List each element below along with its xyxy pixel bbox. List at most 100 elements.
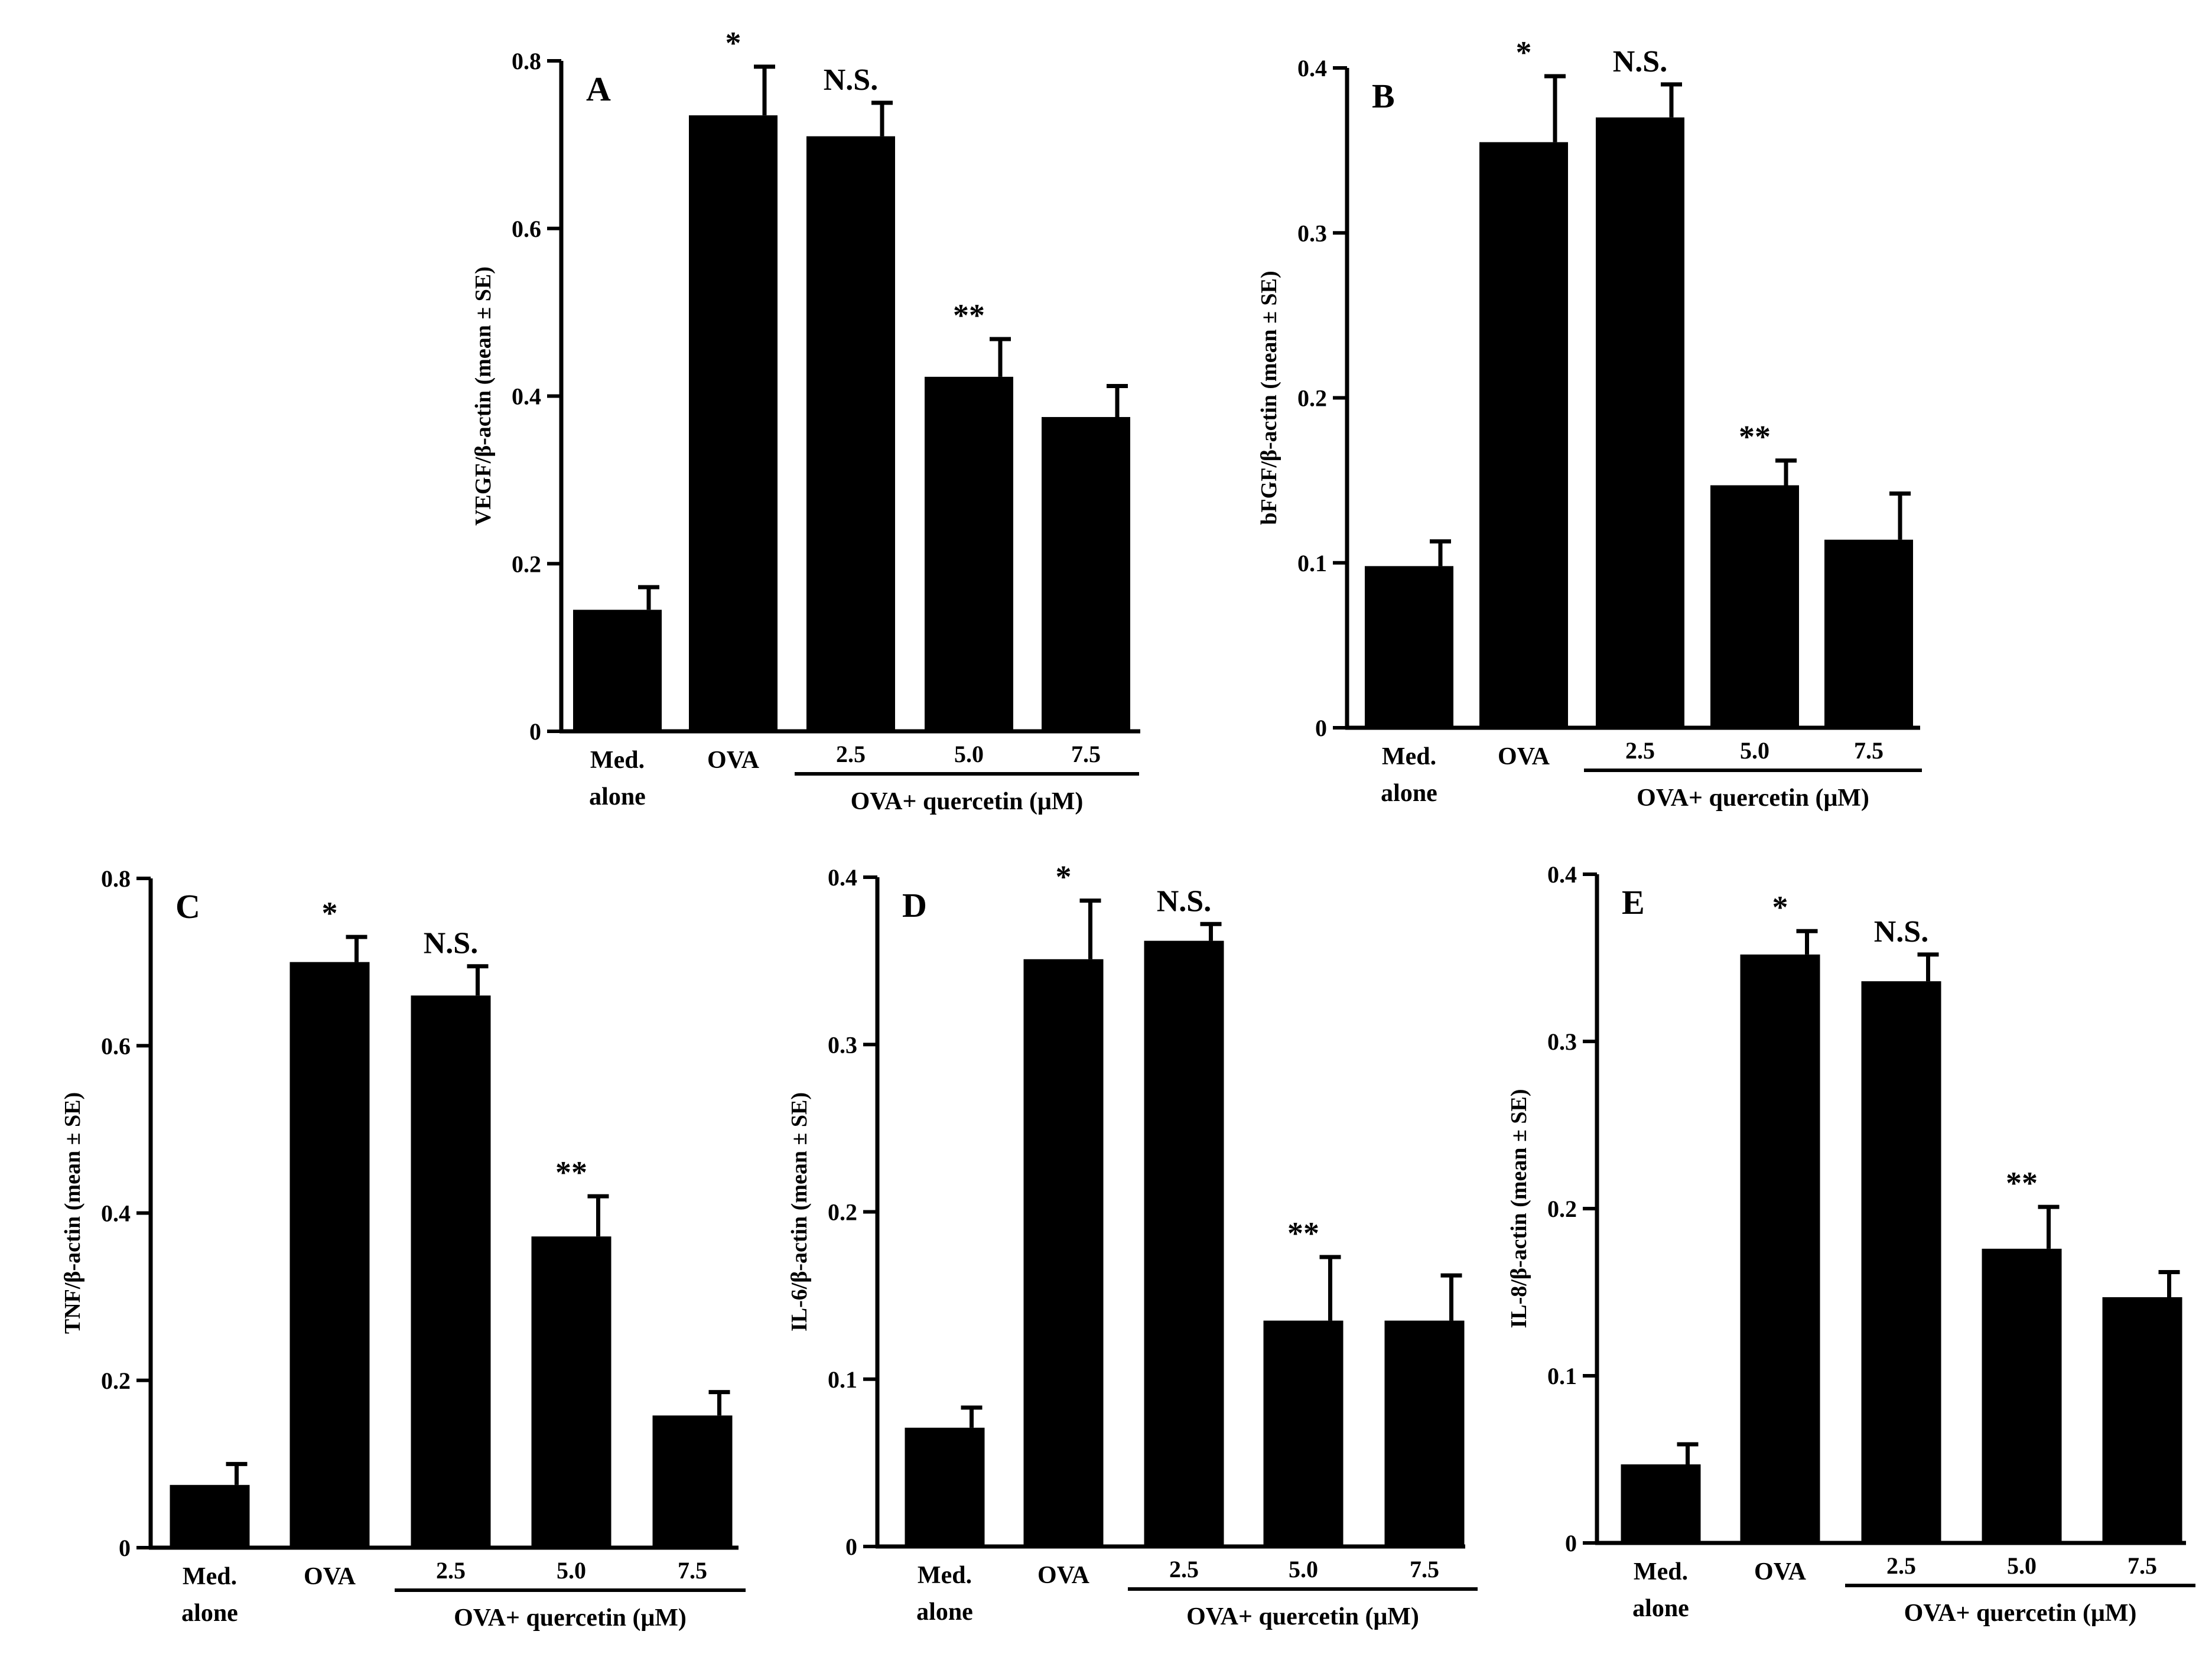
y-axis-label: IL-8/β-actin (mean ± SE) (1507, 1089, 1531, 1328)
x-label-dose-7-5: 7.5 (1071, 741, 1101, 767)
y-tick-label: 0.3 (828, 1031, 857, 1058)
y-tick-label: 0.1 (1547, 1363, 1577, 1389)
significance-label: * (322, 896, 338, 931)
significance-label: N.S. (1874, 915, 1928, 949)
y-tick-label: 0 (119, 1535, 131, 1561)
x-label-med: Med. (183, 1563, 237, 1590)
y-tick-label: 0.2 (101, 1368, 131, 1394)
x-label-dose-7-5: 7.5 (678, 1557, 707, 1584)
y-axis-label: bFGF/β-actin (mean ± SE) (1257, 271, 1281, 525)
y-tick-label: 0.6 (101, 1033, 131, 1059)
x-label-dose-7-5: 7.5 (2128, 1552, 2157, 1579)
x-label-dose-2-5: 2.5 (836, 741, 866, 767)
x-label-ova: OVA (1754, 1558, 1807, 1585)
x-label-dose-5-0: 5.0 (1740, 737, 1769, 764)
y-tick-label: 0.8 (512, 48, 541, 74)
bar-3 (1596, 117, 1684, 728)
x-label-dose-2-5: 2.5 (436, 1557, 466, 1584)
y-tick-label: 0.4 (512, 383, 541, 410)
y-tick-label: 0.4 (828, 864, 857, 891)
bar-4 (1263, 1320, 1344, 1546)
significance-label: ** (1287, 1216, 1319, 1251)
x-label-med: Med. (1382, 743, 1436, 770)
significance-label: ** (1739, 419, 1771, 455)
significance-label: * (1772, 890, 1788, 925)
bar-2 (1479, 142, 1568, 728)
y-tick-label: 0 (845, 1533, 857, 1560)
x-label-alone: alone (916, 1598, 973, 1626)
y-tick-label: 0.1 (828, 1366, 857, 1393)
group-label: OVA+ quercetin (μM) (1637, 784, 1869, 812)
bar-2 (1740, 954, 1820, 1543)
x-label-med: Med. (918, 1562, 972, 1589)
y-tick-label: 0.1 (1297, 550, 1327, 577)
bar-5 (1384, 1320, 1465, 1546)
group-label: OVA+ quercetin (μM) (454, 1604, 687, 1632)
bar-5 (2102, 1297, 2182, 1543)
significance-label: N.S. (1613, 45, 1667, 79)
y-tick-label: 0.4 (1297, 55, 1327, 82)
x-label-dose-2-5: 2.5 (1169, 1556, 1199, 1583)
bar-3 (411, 995, 491, 1548)
y-tick-label: 0.2 (512, 551, 541, 577)
panel-a: 0 0.2 0.4 0.6 0.8 VEGF/β-actin (mean ± SE) A * N… (471, 25, 1140, 815)
y-tick-label: 0.3 (1547, 1028, 1577, 1055)
bar-3 (1144, 940, 1224, 1546)
x-label-ova: OVA (707, 747, 760, 774)
y-tick-label: 0 (1315, 715, 1327, 741)
y-tick-label: 0.4 (101, 1200, 131, 1227)
group-label: OVA+ quercetin (μM) (851, 788, 1084, 815)
panel-d: 0 0.1 0.2 0.3 0.4 IL-6/β-actin (mean ± SE) D * N… (787, 859, 1478, 1630)
y-axis-label: VEGF/β-actin (mean ± SE) (471, 266, 496, 526)
y-tick-label: 0 (1565, 1530, 1577, 1557)
x-label-dose-5-0: 5.0 (557, 1557, 586, 1584)
bar-1 (170, 1484, 250, 1548)
y-axis-label: IL-6/β-actin (mean ± SE) (787, 1092, 812, 1331)
x-label-dose-5-0: 5.0 (2007, 1552, 2037, 1579)
panel-e: 0 0.1 0.2 0.3 0.4 IL-8/β-actin (mean ± SE) E * N… (1507, 861, 2195, 1627)
panel-b: 0 0.1 0.2 0.3 0.4 bFGF/β-actin (mean ± SE) B * N… (1257, 35, 1922, 812)
bar-3 (1861, 981, 1941, 1543)
bar-2 (1023, 959, 1104, 1546)
significance-label: N.S. (1157, 884, 1211, 918)
x-label-dose-5-0: 5.0 (1289, 1556, 1318, 1583)
significance-label: ** (2006, 1165, 2038, 1201)
x-label-ova: OVA (1498, 743, 1550, 770)
significance-label: N.S. (424, 927, 478, 961)
significance-label: * (726, 25, 741, 61)
y-tick-label: 0 (529, 718, 541, 745)
group-label: OVA+ quercetin (μM) (1186, 1603, 1419, 1630)
panel-label: D (902, 886, 927, 924)
y-tick-label: 0.6 (512, 216, 541, 242)
significance-label: ** (555, 1155, 587, 1190)
bar-2 (289, 962, 370, 1548)
y-tick-label: 0.3 (1297, 220, 1327, 246)
panel-label: C (175, 887, 200, 926)
x-label-alone: alone (589, 783, 646, 810)
bar-4 (1982, 1248, 2062, 1543)
x-label-alone: alone (1381, 780, 1437, 807)
significance-label: ** (953, 298, 985, 333)
bar-5 (1824, 539, 1913, 728)
bar-2 (689, 115, 778, 731)
x-label-alone: alone (181, 1600, 238, 1627)
y-tick-label: 0.8 (101, 865, 131, 892)
y-tick-label: 0.2 (1297, 385, 1327, 412)
x-label-dose-2-5: 2.5 (1625, 737, 1655, 764)
x-label-ova: OVA (1037, 1562, 1090, 1589)
x-label-alone: alone (1632, 1595, 1689, 1622)
y-tick-label: 0.2 (1547, 1196, 1577, 1222)
x-label-dose-7-5: 7.5 (1854, 737, 1884, 764)
x-label-med: Med. (1634, 1558, 1688, 1585)
y-tick-label: 0.2 (828, 1199, 857, 1226)
panel-label: B (1372, 77, 1395, 115)
bar-1 (905, 1427, 985, 1546)
group-label: OVA+ quercetin (μM) (1904, 1600, 2137, 1627)
bar-1 (1365, 566, 1453, 728)
bar-1 (573, 610, 662, 731)
x-label-dose-5-0: 5.0 (954, 741, 984, 767)
x-label-dose-2-5: 2.5 (1886, 1552, 1916, 1579)
x-label-ova: OVA (304, 1563, 356, 1590)
bar-4 (531, 1236, 611, 1548)
